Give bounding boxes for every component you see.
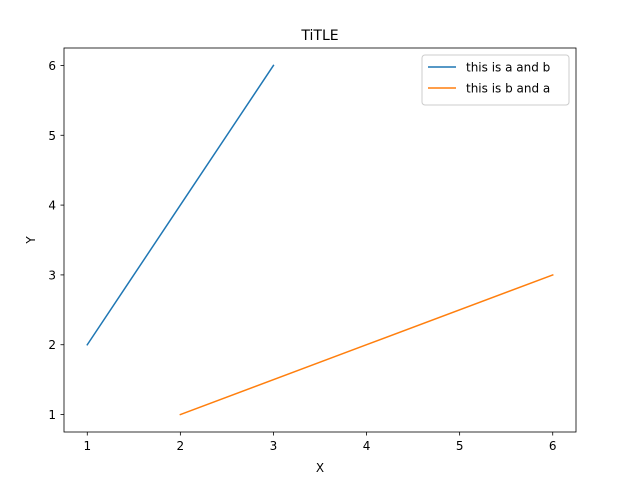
legend-label-2: this is b and a: [466, 82, 550, 96]
x-tick-label: 2: [177, 439, 185, 453]
axes-frame: [63, 47, 577, 433]
y-tick-label: 5: [48, 129, 56, 143]
legend: this is a and b this is b and a: [421, 54, 570, 106]
x-tick-label: 6: [549, 439, 557, 453]
y-tick-label: 3: [48, 268, 56, 282]
series-line-1: [86, 64, 275, 346]
x-tick-label: 4: [363, 439, 371, 453]
y-axis-label: Y: [24, 236, 38, 245]
series-line-2: [179, 273, 554, 416]
legend-label-1: this is a and b: [466, 61, 550, 75]
y-tick-label: 6: [48, 59, 56, 73]
y-tick-label: 2: [48, 338, 56, 352]
x-tick-label: 3: [270, 439, 278, 453]
y-tick-label: 1: [48, 408, 56, 422]
y-tick-label: 4: [48, 199, 56, 213]
legend-box: [421, 54, 570, 106]
chart-title: TiTLE: [300, 28, 338, 44]
x-tick-label: 5: [456, 439, 464, 453]
x-axis-label: X: [316, 461, 324, 475]
x-tick-label: 1: [83, 439, 91, 453]
plot-area: 1 2 3 4 5 6 1 2 3 4 5 6 this is a and b this is b and…: [48, 47, 577, 453]
